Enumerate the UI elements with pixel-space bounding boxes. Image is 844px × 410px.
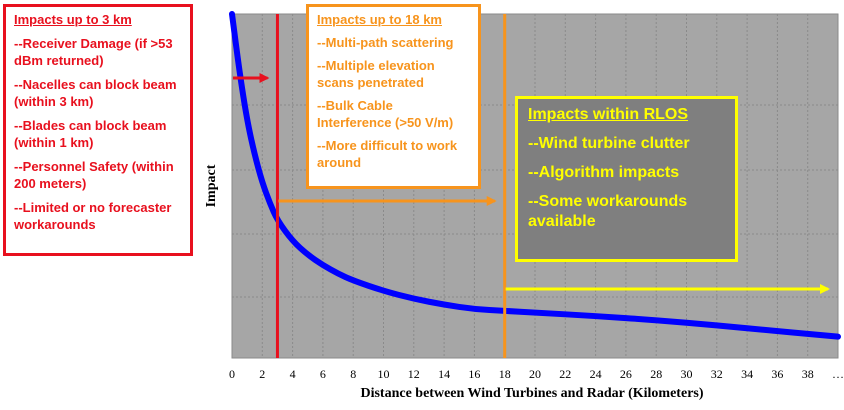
x-tick-label: 26 <box>620 367 632 381</box>
impact-curve <box>229 11 841 340</box>
box-item: --Personnel Safety (within 200 meters) <box>14 158 174 192</box>
impacts-18km-box: Impacts up to 18 km --Multi-path scatter… <box>306 4 481 189</box>
x-tick-label: 6 <box>320 367 326 381</box>
x-tick-label: 28 <box>650 367 662 381</box>
box-item: --Nacelles can block beam (within 3 km) <box>14 76 177 110</box>
box-item: --Receiver Damage (if >53 dBm returned) <box>14 35 173 69</box>
x-tick-label: 18 <box>499 367 511 381</box>
box-title: Impacts up to 18 km <box>317 12 442 27</box>
box-item: --Bulk Cable Interference (>50 V/m) <box>317 98 454 130</box>
plot-frame <box>231 13 839 359</box>
x-tick-label: 4 <box>290 367 296 381</box>
box-item: --Blades can block beam (within 1 km) <box>14 117 167 151</box>
box-item: --Multi-path scattering <box>317 35 454 50</box>
box-item: --Wind turbine clutter <box>528 135 690 152</box>
impacts-3km-box: Impacts up to 3 km --Receiver Damage (if… <box>3 4 193 256</box>
impacts-rlos-box: Impacts within RLOS --Wind turbine clutt… <box>515 96 738 262</box>
curve-layer <box>229 11 841 358</box>
box-item: --Algorithm impacts <box>528 164 680 181</box>
x-tick-label: 16 <box>468 367 480 381</box>
box-title: Impacts within RLOS <box>528 106 689 123</box>
x-tick-label: 2 <box>259 367 265 381</box>
x-tick-label: 20 <box>529 367 541 381</box>
x-tick-label: 14 <box>438 367 450 381</box>
x-tick-label: 38 <box>802 367 814 381</box>
box-item: --Limited or no forecaster workarounds <box>14 199 172 233</box>
x-tick-label: 32 <box>711 367 723 381</box>
x-tick-label: 12 <box>408 367 420 381</box>
box-item: --More difficult to work around <box>317 138 458 170</box>
x-tick-label: 22 <box>559 367 571 381</box>
x-tick-label: 36 <box>771 367 783 381</box>
box-item: --Multiple elevation scans penetrated <box>317 58 435 90</box>
x-axis-ticks: 0 2 4 6 8 10 12 14 16 18 20 22 24 26 28 30 32 34 36 38… <box>229 367 844 381</box>
x-tick-label: … <box>832 367 844 381</box>
y-axis-label: Impact <box>204 164 219 208</box>
x-tick-label: 34 <box>741 367 753 381</box>
x-tick-label: 10 <box>378 367 390 381</box>
x-axis-label: Distance between Wind Turbines and Radar… <box>360 386 704 401</box>
x-tick-label: 30 <box>681 367 693 381</box>
x-tick-label: 8 <box>350 367 356 381</box>
x-tick-label: 24 <box>590 367 602 381</box>
x-tick-label: 0 <box>229 367 235 381</box>
box-item: --Some workarounds available <box>528 193 688 230</box>
box-title: Impacts up to 3 km <box>14 12 132 27</box>
